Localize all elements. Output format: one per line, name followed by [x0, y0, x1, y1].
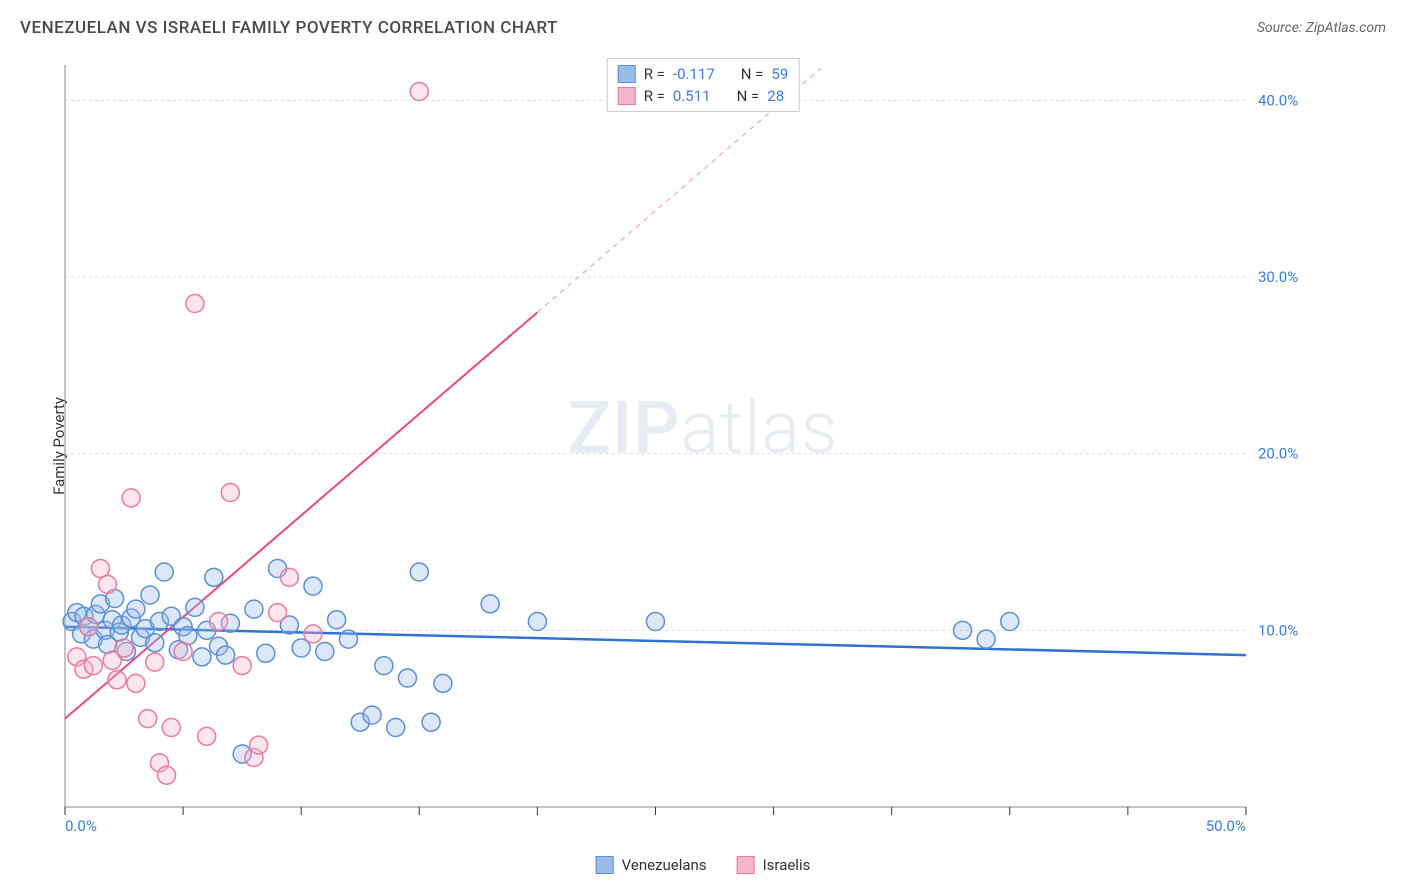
chart-container: VENEZUELAN VS ISRAELI FAMILY POVERTY COR…: [0, 0, 1406, 892]
n-label: N =: [741, 65, 764, 83]
legend-series: Venezuelans Israelis: [596, 856, 811, 874]
svg-text:10.0%: 10.0%: [1258, 621, 1298, 639]
n-value-venezuelans: 59: [771, 65, 788, 83]
n-value-israelis: 28: [767, 87, 784, 105]
legend-stats-row: R = -0.117 N = 59: [618, 63, 789, 85]
source-label: Source:: [1257, 20, 1302, 36]
legend-label-venezuelans: Venezuelans: [622, 856, 707, 874]
r-label: R =: [644, 65, 665, 83]
legend-swatch-israelis: [737, 856, 755, 874]
legend-item-israelis: Israelis: [737, 856, 811, 874]
scatter-svg: 10.0% 20.0% 30.0% 40.0% 0.0% 50.0%: [55, 55, 1316, 837]
legend-stats-row: R = 0.511 N = 28: [618, 85, 789, 107]
svg-text:40.0%: 40.0%: [1258, 91, 1298, 109]
svg-text:50.0%: 50.0%: [1206, 817, 1246, 835]
svg-text:30.0%: 30.0%: [1258, 268, 1298, 286]
r-value-venezuelans: -0.117: [673, 65, 715, 83]
legend-label-israelis: Israelis: [763, 856, 811, 874]
r-label: R =: [644, 87, 665, 105]
source-attribution: Source: ZipAtlas.com: [1257, 20, 1386, 36]
plot-area: 10.0% 20.0% 30.0% 40.0% 0.0% 50.0%: [55, 55, 1316, 837]
n-label: N =: [737, 87, 760, 105]
svg-text:0.0%: 0.0%: [65, 817, 97, 835]
legend-swatch-venezuelans: [618, 65, 636, 83]
source-value: ZipAtlas.com: [1306, 20, 1386, 36]
legend-item-venezuelans: Venezuelans: [596, 856, 707, 874]
legend-swatch-israelis: [618, 87, 636, 105]
r-value-israelis: 0.511: [673, 87, 711, 105]
svg-text:20.0%: 20.0%: [1258, 445, 1298, 463]
legend-stats-box: R = -0.117 N = 59 R = 0.511 N = 28: [607, 58, 800, 112]
legend-swatch-venezuelans: [596, 856, 614, 874]
chart-title: VENEZUELAN VS ISRAELI FAMILY POVERTY COR…: [20, 18, 558, 38]
